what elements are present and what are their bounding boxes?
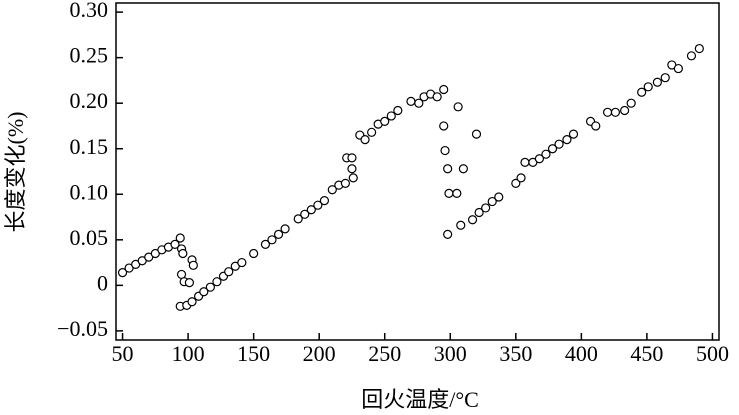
data-point — [602, 107, 613, 117]
y-tick-label: 0.30 — [70, 0, 109, 22]
data-point — [386, 111, 396, 121]
data-point — [453, 102, 463, 112]
data-point — [511, 178, 521, 188]
plot-frame — [115, 2, 720, 341]
x-tick-label: 300 — [434, 341, 467, 366]
data-point — [440, 145, 450, 156]
data-point — [452, 188, 462, 198]
x-tick-label: 400 — [565, 341, 598, 366]
data-point — [280, 224, 290, 234]
x-tick-label: 200 — [303, 341, 336, 366]
y-tick-label: 0.15 — [70, 134, 109, 159]
data-point — [175, 233, 185, 243]
x-tick-label: 50 — [112, 341, 134, 366]
data-point — [660, 73, 670, 83]
data-point — [319, 196, 330, 206]
y-tick-label: 0.20 — [70, 88, 109, 113]
data-point — [293, 214, 303, 224]
data-point — [347, 153, 357, 163]
data-point — [300, 209, 310, 219]
data-point — [626, 98, 636, 108]
data-point — [568, 129, 579, 139]
data-point — [520, 157, 530, 167]
y-tick-label: 0.05 — [70, 225, 109, 250]
data-point — [170, 239, 180, 249]
data-point — [260, 239, 271, 249]
data-point — [439, 84, 449, 95]
x-axis-label: 回火温度/°C — [361, 387, 479, 412]
data-point — [554, 139, 564, 149]
data-point — [444, 188, 454, 198]
data-point — [458, 164, 468, 174]
data-point — [406, 96, 416, 106]
data-point — [534, 154, 545, 164]
x-tick-label: 350 — [499, 341, 532, 366]
data-point — [456, 220, 466, 230]
data-point — [306, 205, 316, 215]
y-tick-label: −0.05 — [57, 316, 108, 341]
data-point — [327, 185, 337, 195]
data-point — [273, 229, 284, 239]
data-point — [380, 116, 390, 127]
data-point — [117, 268, 128, 278]
data-point — [610, 107, 621, 117]
data-point — [360, 135, 370, 145]
data-point — [393, 105, 403, 116]
data-point — [494, 192, 504, 202]
data-point — [443, 164, 453, 174]
y-tick-label: 0.10 — [70, 179, 109, 204]
data-point — [224, 267, 234, 277]
data-point — [432, 92, 442, 102]
data-point — [340, 178, 351, 188]
data-point — [178, 248, 188, 259]
data-point — [474, 207, 484, 218]
y-tick-label: 0 — [97, 270, 108, 295]
x-tick-label: 250 — [368, 341, 401, 366]
data-point — [516, 173, 526, 183]
x-tick-label: 500 — [696, 341, 729, 366]
data-point — [673, 63, 683, 74]
data-point — [187, 297, 197, 307]
x-tick-label: 150 — [237, 341, 270, 366]
data-point — [694, 43, 704, 54]
x-tick-label: 450 — [630, 341, 663, 366]
data-point — [467, 215, 478, 225]
data-point — [348, 173, 358, 183]
data-point — [313, 200, 323, 210]
data-point — [184, 278, 195, 288]
data-point — [471, 129, 482, 139]
data-point — [347, 164, 357, 174]
data-point — [643, 82, 653, 92]
data-point — [199, 287, 209, 297]
data-point — [267, 235, 277, 245]
data-point — [188, 260, 198, 270]
y-tick-label: 0.25 — [70, 43, 109, 68]
data-point — [443, 229, 453, 239]
data-point — [249, 248, 259, 259]
x-tick-label: 100 — [172, 341, 205, 366]
data-point — [652, 77, 662, 87]
data-point — [367, 127, 377, 137]
data-point — [591, 121, 601, 131]
data-point — [487, 196, 497, 207]
data-point — [414, 98, 424, 108]
data-point — [541, 149, 551, 159]
data-point — [237, 257, 247, 268]
data-point — [439, 121, 449, 131]
data-point — [620, 105, 630, 116]
data-point — [547, 144, 558, 154]
data-point — [481, 203, 491, 213]
y-axis-label: 长度变化(%) — [3, 112, 28, 233]
data-point — [637, 87, 647, 97]
data-point — [562, 135, 572, 145]
data-point — [205, 282, 215, 292]
data-point — [686, 51, 697, 61]
data-point — [212, 277, 222, 287]
